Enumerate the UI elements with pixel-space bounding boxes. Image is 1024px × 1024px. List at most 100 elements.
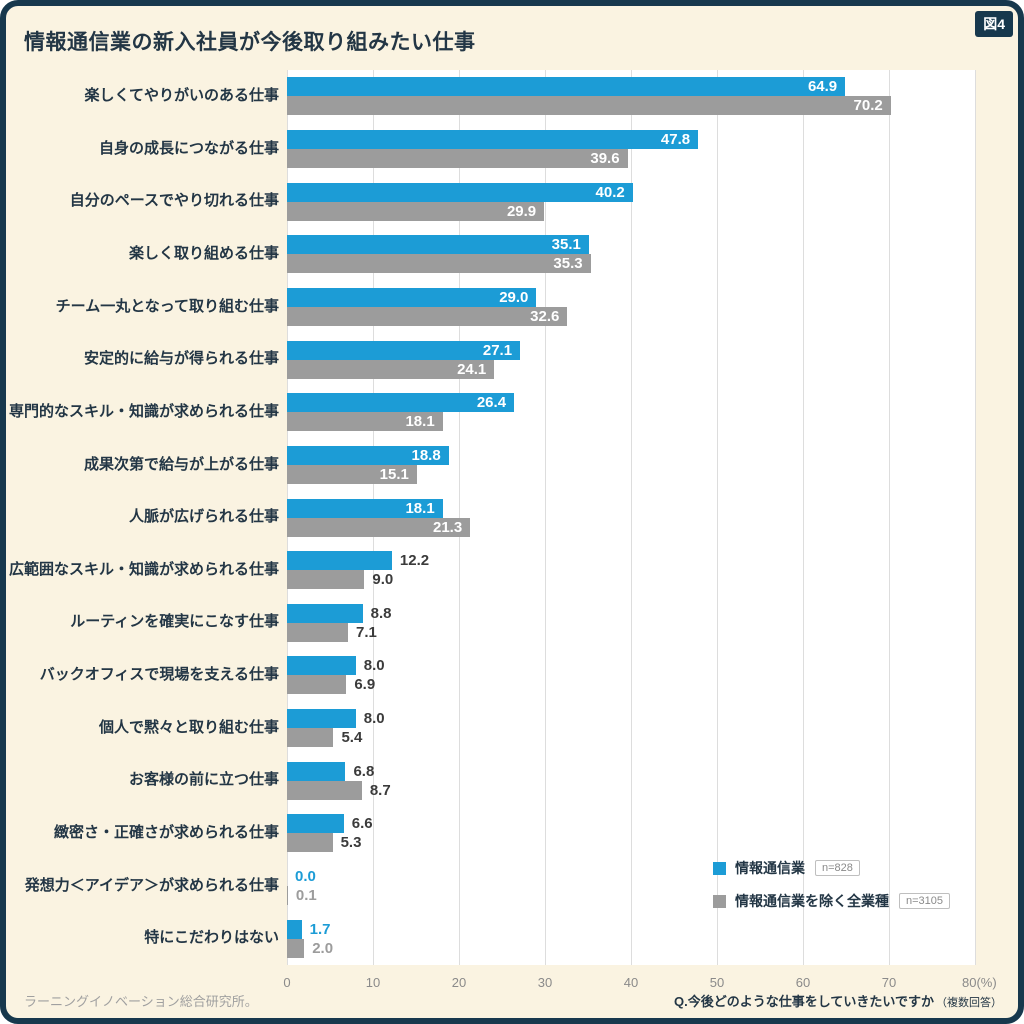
bar-value-label: 47.8 (660, 130, 691, 148)
bar-secondary (287, 728, 334, 748)
legend: 情報通信業 n=828 情報通信業を除く全業種 n=3105 (713, 858, 951, 911)
bar-value-label: 8.7 (369, 781, 391, 799)
legend-label-secondary: 情報通信業を除く全業種 (735, 893, 889, 909)
bar-secondary (287, 359, 495, 379)
legend-swatch-primary-icon (713, 861, 726, 875)
bar-value-label: 26.4 (476, 394, 507, 412)
bar-secondary (287, 938, 305, 958)
bar-secondary (287, 96, 891, 116)
category-label: 自身の成長につながる仕事 (98, 139, 279, 157)
bar-value-label: 29.9 (506, 202, 537, 220)
bar-value-label: 6.9 (354, 676, 376, 694)
bar-primary (287, 182, 633, 202)
bar-value-label: 64.9 (807, 78, 838, 96)
bar-primary (287, 235, 589, 255)
bar-value-label: 8.0 (363, 657, 385, 675)
bar-value-label: 35.3 (553, 255, 583, 273)
bar-primary (287, 551, 392, 571)
bar-secondary (287, 622, 349, 642)
category-label: 安定的に給与が得られる仕事 (83, 350, 279, 368)
bar-secondary (287, 780, 362, 800)
bar-value-label: 18.1 (405, 413, 435, 431)
bar-value-label: 29.0 (499, 288, 529, 306)
bar-value-label: 21.3 (432, 518, 463, 536)
bar-primary (287, 656, 356, 676)
gridline (889, 70, 890, 965)
bar-primary (287, 287, 537, 307)
bar-value-label: 6.6 (351, 815, 373, 833)
legend-item-secondary: 情報通信業を除く全業種 n=3105 (713, 891, 951, 911)
bar-primary (287, 77, 846, 97)
bar-primary (287, 498, 443, 518)
bar-secondary (287, 570, 365, 590)
page-title: 情報通信業の新入社員が今後取り組みたい仕事 (24, 31, 476, 54)
bar-value-label: 35.1 (551, 236, 581, 254)
bar-primary (287, 709, 356, 729)
legend-item-primary: 情報通信業 n=828 (713, 858, 950, 878)
bar-value-label: 5.4 (341, 729, 363, 747)
category-label: 楽しくてやりがいのある仕事 (84, 87, 279, 104)
category-label: 緻密さ・正確さが求められる仕事 (53, 824, 279, 842)
figure-number-badge: 図4 (975, 11, 1013, 37)
legend-label-primary: 情報通信業 (735, 860, 805, 876)
bar-value-label: 0.0 (295, 868, 316, 886)
gridline (717, 70, 718, 965)
bar-secondary (287, 148, 628, 168)
bar-value-label: 2.0 (312, 939, 334, 957)
bar-value-label: 12.2 (399, 552, 430, 570)
bar-value-label: 6.8 (353, 762, 375, 780)
bar-secondary (287, 306, 568, 326)
legend-swatch-secondary-icon (713, 894, 726, 908)
bar-value-label: 5.3 (340, 834, 362, 852)
gridline (545, 70, 546, 965)
bar-value-label: 1.7 (309, 920, 331, 938)
gridline (975, 70, 976, 965)
category-labels: 楽しくてやりがいのある仕事 自身の成長につながる仕事 自分のペースでやり切れる仕事楽… (6, 70, 279, 965)
x-axis-tick: 70 (881, 975, 897, 990)
category-label: 自分のペースでやり切れる仕事 (69, 192, 279, 210)
category-label: 広範囲なスキル・知識が求められる仕事 (8, 560, 279, 578)
bar-value-label: 9.0 (372, 571, 394, 589)
legend-n-badge-secondary: n=3105 (899, 893, 951, 909)
bar-value-label: 27.1 (482, 341, 513, 359)
bar-secondary (287, 675, 347, 695)
bar-primary (287, 919, 302, 939)
x-axis: 0 10 20 30 40 50 60 70 80(%) (283, 975, 1007, 993)
bar-primary (287, 814, 344, 834)
x-axis-tick: 40 (623, 975, 639, 990)
category-label: チーム一丸となって取り組む仕事 (55, 297, 279, 315)
bar-secondary (287, 886, 288, 906)
bar-primary (287, 129, 699, 149)
bar-secondary (287, 833, 333, 853)
category-label: お客様の前に立つ仕事 (128, 771, 279, 789)
source-credit: ラーニングイノベーション総合研究所。 (24, 994, 258, 1009)
bar-value-label: 32.6 (530, 307, 560, 325)
bar-primary (287, 393, 515, 413)
bar-secondary (287, 412, 443, 432)
category-label: バックオフィスで現場を支える仕事 (39, 666, 279, 684)
bar-value-label: 40.2 (595, 183, 625, 201)
category-label: 個人で黙々と取り組む仕事 (98, 718, 279, 736)
bar-value-label: 70.2 (853, 97, 883, 115)
category-label: 人脈が広げられる仕事 (128, 508, 279, 526)
x-axis-tick: 10 (365, 975, 381, 990)
bar-value-label: 18.1 (405, 499, 435, 517)
question-note: （複数回答） (936, 997, 1002, 1009)
bar-secondary (287, 517, 471, 537)
bar-secondary (287, 254, 591, 274)
category-label: 専門的なスキル・知識が求められる仕事 (8, 402, 279, 420)
bar-value-label: 18.8 (411, 446, 441, 464)
gridline (803, 70, 804, 965)
category-label: 発想力＜アイデア＞が求められる仕事 (24, 876, 279, 894)
x-axis-tick: 30 (537, 975, 553, 990)
x-axis-tick: 20 (451, 975, 467, 990)
bar-value-label: 0.1 (295, 887, 317, 905)
x-axis-tick: 0 (283, 975, 291, 990)
plot-area: 64.9 47.8 40.2 35.1 29.0 27.1 26.4 18.8 18.1 12.2… (287, 70, 976, 965)
bar-primary (287, 603, 363, 623)
bar-value-label: 15.1 (379, 465, 409, 483)
question-text: Q.今後どのような仕事をしていきたいですか (674, 994, 934, 1009)
bar-primary (287, 761, 346, 781)
bar-secondary (287, 201, 545, 221)
